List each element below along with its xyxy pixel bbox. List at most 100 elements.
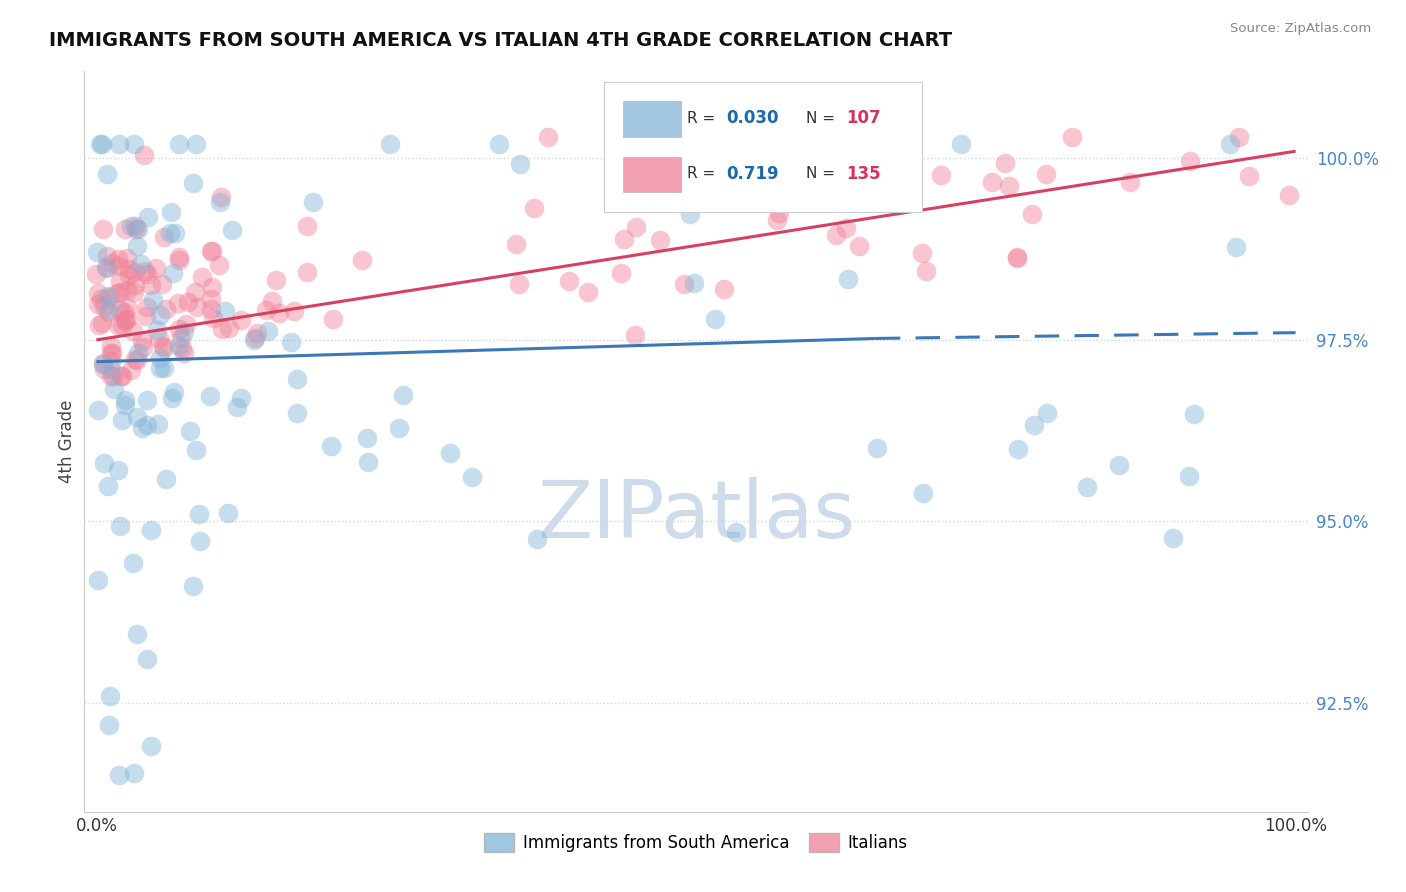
Point [115, 283, 138, 297]
Point [768, 206, 790, 220]
Point [125, 410, 148, 425]
Point [1005, 251, 1028, 265]
Text: IMMIGRANTS FROM SOUTH AMERICA VS ITALIAN 4TH GRADE CORRELATION CHART: IMMIGRANTS FROM SOUTH AMERICA VS ITALIAN… [49, 31, 952, 50]
Point [1182, 408, 1205, 422]
Point [97, 305, 120, 319]
Point [100, 362, 122, 376]
Point [97, 717, 120, 731]
Point [837, 272, 859, 286]
Point [149, 308, 172, 322]
Point [1035, 167, 1057, 181]
Text: R =: R = [688, 166, 720, 181]
Point [93, 355, 115, 369]
Point [626, 219, 648, 234]
Point [110, 274, 132, 288]
Point [214, 304, 236, 318]
Point [713, 282, 735, 296]
Point [184, 285, 207, 299]
Point [105, 286, 128, 301]
Point [153, 360, 176, 375]
Point [100, 345, 122, 359]
Point [173, 326, 195, 340]
Text: 0.030: 0.030 [727, 109, 779, 127]
Point [1036, 406, 1059, 420]
Point [120, 363, 142, 377]
Point [184, 443, 207, 458]
Point [160, 205, 183, 219]
Point [221, 223, 243, 237]
Point [149, 360, 172, 375]
Point [108, 519, 131, 533]
Point [139, 278, 162, 293]
Point [523, 202, 546, 216]
Point [152, 339, 174, 353]
Point [352, 253, 374, 268]
Point [153, 341, 176, 355]
FancyBboxPatch shape [623, 156, 682, 192]
Point [111, 369, 134, 384]
Point [101, 369, 124, 384]
Point [124, 352, 146, 367]
Point [108, 285, 131, 300]
FancyBboxPatch shape [605, 82, 922, 212]
Point [163, 385, 186, 400]
Point [114, 222, 136, 236]
Point [145, 323, 167, 337]
Point [122, 285, 145, 299]
Point [201, 244, 224, 258]
Point [285, 406, 308, 420]
Point [200, 292, 222, 306]
Point [94, 260, 117, 274]
Point [1076, 480, 1098, 494]
Point [114, 398, 136, 412]
Point [283, 304, 305, 318]
Text: N =: N = [806, 166, 839, 181]
Point [264, 273, 287, 287]
Point [108, 302, 131, 317]
Point [89, 318, 111, 333]
Point [163, 227, 186, 241]
Text: R =: R = [688, 111, 720, 126]
Point [129, 257, 152, 271]
Point [122, 765, 145, 780]
Point [188, 534, 211, 549]
Point [254, 303, 277, 318]
Point [190, 270, 212, 285]
Point [91, 358, 114, 372]
Point [167, 339, 190, 353]
Point [93, 456, 115, 470]
Text: 0.719: 0.719 [727, 164, 779, 183]
Point [269, 306, 291, 320]
Point [297, 219, 319, 234]
Point [848, 239, 870, 253]
Point [153, 229, 176, 244]
Point [229, 313, 252, 327]
Point [122, 136, 145, 151]
Point [87, 403, 110, 417]
Point [97, 289, 120, 303]
Point [765, 212, 787, 227]
Point [139, 523, 162, 537]
Point [127, 627, 149, 641]
Point [89, 136, 111, 151]
Point [357, 455, 380, 469]
Point [526, 533, 548, 547]
Point [86, 244, 108, 259]
Point [118, 268, 141, 283]
Point [167, 322, 190, 336]
Point [911, 245, 934, 260]
Point [537, 129, 560, 144]
Point [112, 304, 135, 318]
Point [125, 239, 148, 253]
Point [148, 330, 170, 344]
Point [866, 441, 889, 455]
Point [120, 219, 142, 233]
Point [149, 351, 172, 365]
Point [96, 249, 118, 263]
Point [322, 312, 344, 326]
Point [576, 285, 599, 299]
Point [150, 277, 173, 292]
Point [285, 371, 308, 385]
Point [91, 136, 114, 151]
Point [187, 507, 209, 521]
